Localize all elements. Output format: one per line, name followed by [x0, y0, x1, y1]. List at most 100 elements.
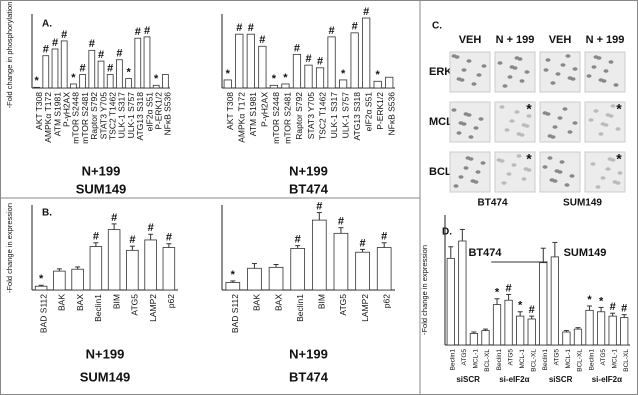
significance-marker: *: [39, 273, 44, 285]
cell-stain: [598, 132, 604, 136]
significance-marker: #: [305, 53, 311, 65]
column-header: VEH: [549, 34, 572, 46]
x-tick-label: Beclin1: [450, 349, 457, 371]
bar: [290, 248, 306, 291]
stain-image: [449, 101, 491, 143]
cell-stain: [476, 73, 482, 77]
panel-label: C.: [432, 21, 442, 32]
group-label: siSCR: [549, 375, 573, 384]
cell-stain: [471, 82, 477, 86]
bar: [585, 309, 594, 346]
significance-marker: *: [283, 72, 288, 84]
significance-marker: #: [144, 25, 150, 37]
x-tick-label: BAD S112: [230, 294, 240, 333]
cell-stain: [603, 69, 609, 73]
cell-stain: [458, 175, 464, 179]
x-tick-label: TSC2 T1462: [317, 92, 327, 140]
x-tick-label: mTOR S2448: [271, 92, 281, 144]
x-tick-label: BAK: [252, 294, 262, 311]
bar: [106, 74, 114, 89]
x-tick-label: ATG5: [600, 349, 607, 366]
cell-stain: [524, 70, 530, 74]
x-tick-label: ULK-1 S317: [117, 92, 127, 139]
panel-label: D.: [442, 227, 452, 238]
cell-stain: [572, 67, 578, 71]
cell-stain: [586, 74, 592, 78]
cell-stain: [478, 117, 484, 121]
bar: [516, 315, 525, 346]
significance-marker: *: [526, 101, 532, 117]
cell-line-label: BT474: [289, 369, 329, 384]
cell-stain: [591, 65, 597, 69]
x-tick-label: P-γH2AX: [61, 92, 71, 127]
x-tick-label: AMPKα T172: [43, 92, 53, 143]
bar: [144, 239, 157, 291]
x-tick-label: MCL-1: [519, 349, 526, 369]
significance-marker: #: [259, 34, 265, 46]
cell-stain: [526, 114, 532, 118]
x-tick-label: BCL-XL: [484, 349, 491, 372]
bar: [107, 229, 121, 291]
group-label: si-eIF2α: [592, 375, 622, 384]
bar: [481, 330, 490, 346]
cell-stain: [524, 124, 530, 128]
significance-marker: #: [360, 237, 366, 249]
cell-stain: [468, 135, 474, 139]
x-tick-label: BAD S112: [38, 294, 48, 333]
bar: [281, 83, 290, 89]
x-tick-label: AMPKα T172: [237, 92, 247, 143]
bar: [116, 59, 123, 89]
significance-marker: #: [338, 216, 344, 228]
significance-marker: *: [518, 300, 523, 312]
bar: [70, 83, 77, 89]
x-tick-label: AKT T308: [225, 92, 235, 130]
cell-stain: [497, 61, 503, 65]
significance-marker: *: [376, 69, 381, 81]
cell-stain: [552, 125, 558, 129]
x-tick-label: BIM: [111, 294, 121, 309]
cell-stain: [502, 84, 508, 88]
significance-marker: #: [111, 212, 117, 224]
x-tick-label: P-γH2AX: [260, 92, 270, 127]
cell-stain: [516, 154, 522, 158]
cell-stain: [506, 172, 512, 176]
significance-marker: *: [587, 294, 592, 306]
significance-marker: #: [352, 21, 358, 33]
x-tick-label: STAT3 Y705: [306, 92, 316, 140]
cell-stain: [552, 179, 558, 183]
significance-marker: #: [621, 303, 627, 315]
cell-stain: [466, 59, 472, 63]
cell-stain: [593, 109, 599, 113]
y-axis-label: -Fold change in expression: [5, 203, 14, 293]
bar: [152, 84, 160, 89]
x-tick-label: Beclin1: [295, 294, 305, 322]
bar: [539, 262, 548, 346]
bar: [527, 318, 536, 346]
cell-stain: [550, 135, 556, 139]
significance-marker: *: [526, 151, 532, 167]
cell-stain: [608, 60, 614, 64]
cell-stain: [473, 180, 479, 184]
cell-stain: [570, 77, 576, 81]
cell-stain: [514, 110, 520, 114]
x-tick-label: MCL-1: [565, 349, 572, 369]
x-tick-label: Beclin1: [542, 349, 549, 371]
bar: [550, 256, 559, 346]
x-tick-label: ATG5: [461, 349, 468, 366]
significance-marker: *: [154, 73, 159, 85]
cell-stain: [543, 68, 549, 72]
group-label: N+199: [289, 163, 328, 178]
bar: [53, 270, 66, 291]
bar: [385, 76, 394, 89]
significance-marker: #: [148, 222, 154, 234]
cell-stain: [590, 162, 596, 166]
bar: [33, 86, 40, 89]
x-tick-label: ULK-1 S757: [126, 92, 136, 139]
significance-marker: *: [34, 75, 39, 87]
bar: [42, 55, 50, 89]
significance-marker: #: [316, 200, 322, 212]
significance-marker: *: [616, 151, 622, 167]
y-axis-label: -Fold change in expression: [420, 245, 429, 335]
bar: [88, 49, 96, 89]
